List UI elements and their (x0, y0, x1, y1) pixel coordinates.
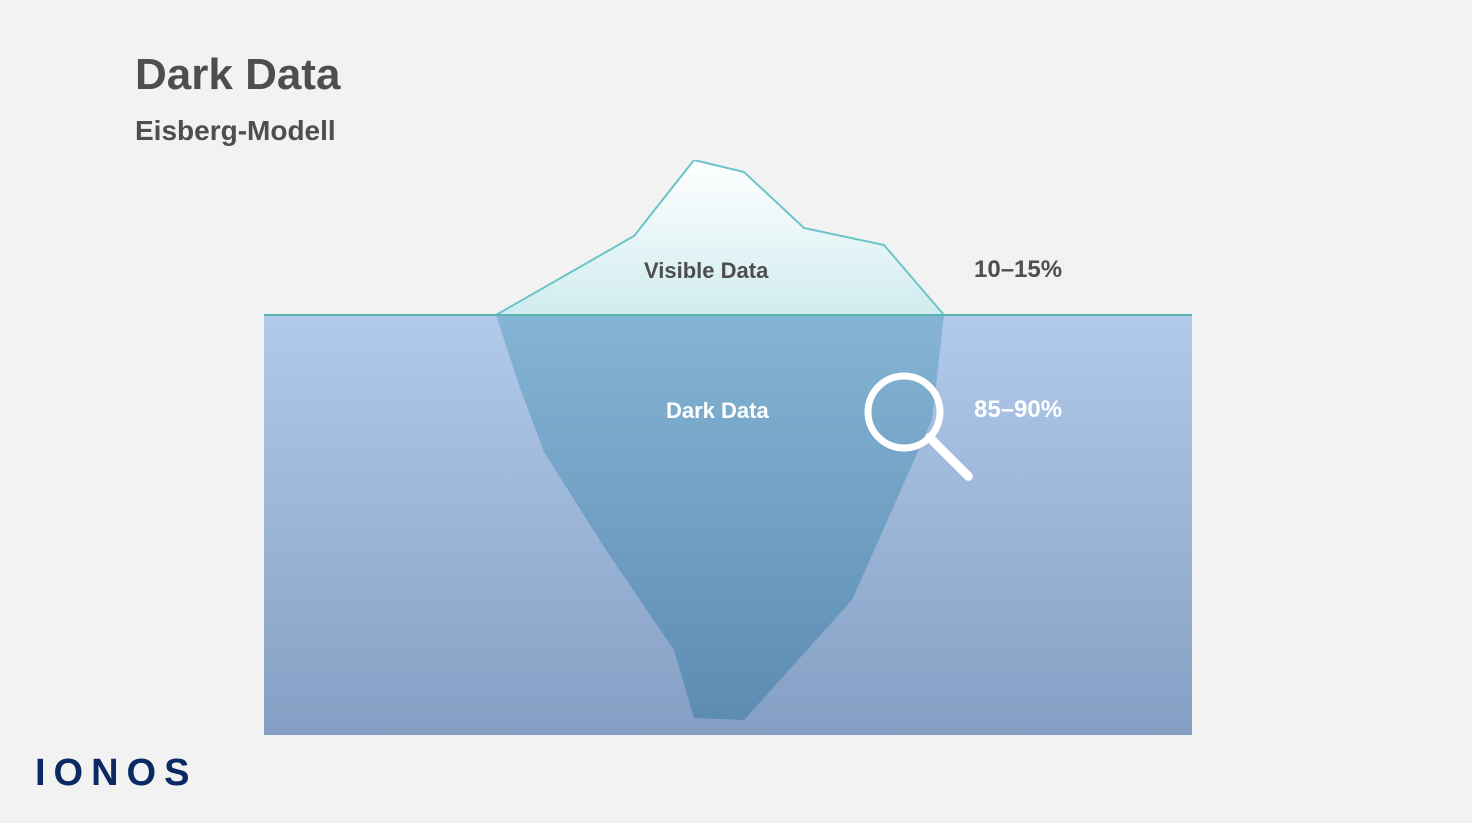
dark-data-percentage: 85–90% (974, 396, 1062, 424)
visible-data-percentage: 10–15% (974, 256, 1062, 284)
visible-data-label: Visible Data (644, 258, 768, 284)
dark-data-label: Dark Data (666, 398, 769, 424)
brand-logo: IONOS (35, 752, 197, 795)
iceberg-diagram: Visible Data 10–15% Dark Data 85–90% (264, 160, 1192, 735)
iceberg-tip (496, 160, 944, 315)
page-subtitle: Eisberg-Modell (135, 115, 336, 147)
iceberg-svg (264, 160, 1192, 735)
page-title: Dark Data (135, 50, 340, 100)
